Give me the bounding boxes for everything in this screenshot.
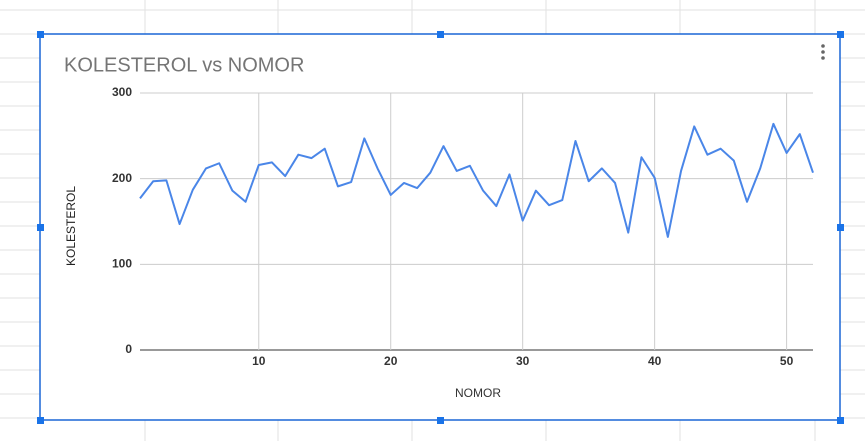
y-tick-label: 300 xyxy=(112,85,132,99)
chart-menu[interactable] xyxy=(821,44,825,60)
chart-frame[interactable] xyxy=(39,33,841,421)
y-tick-label: 100 xyxy=(112,257,132,271)
x-axis-title: NOMOR xyxy=(455,386,501,400)
line-series xyxy=(139,122,814,238)
x-tick-label: 20 xyxy=(384,354,398,368)
y-tick-label: 200 xyxy=(112,171,132,185)
x-tick-label: 40 xyxy=(648,354,662,368)
resize-handles[interactable] xyxy=(37,31,844,424)
y-axis-title: KOLESTEROL xyxy=(64,186,78,266)
chart-title: KOLESTEROL vs NOMOR xyxy=(64,54,304,76)
x-tick-label: 50 xyxy=(780,354,794,368)
x-tick-label: 10 xyxy=(252,354,266,368)
y-tick-label: 0 xyxy=(125,342,132,356)
x-tick-label: 30 xyxy=(516,354,530,368)
